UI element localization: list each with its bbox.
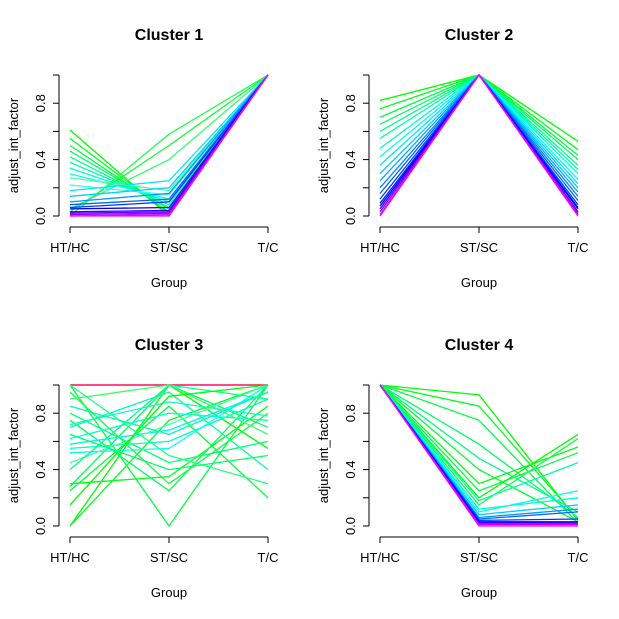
cluster-4-series-line-1: [379, 384, 579, 521]
cluster-1-y-tick-label: 0.8: [33, 94, 48, 112]
cluster-4-x-tick-label: T/C: [568, 550, 589, 565]
cluster-1-x-axis-label: Group: [151, 275, 187, 290]
cluster-1-series-line-7: [69, 74, 269, 203]
cluster-3-x-tick-label: ST/SC: [150, 550, 188, 565]
cluster-3-series-line-16: [69, 384, 269, 485]
cluster-3-series-line-24: [69, 391, 269, 436]
cluster-4-x-axis-label: Group: [461, 585, 497, 600]
cluster-1-series-line-16: [69, 74, 269, 203]
cluster-3-series-line-9: [69, 384, 269, 492]
cluster-3-series-line-22: [69, 384, 269, 506]
cluster-1-series-line-19: [69, 74, 269, 210]
cluster-4-series-line-10: [379, 384, 579, 506]
cluster-2-panel: Cluster 2 HT/HC ST/SC T/C Group 0.0 0.4 0.8 adju…: [316, 27, 588, 290]
cluster-4-series-line-2: [379, 384, 579, 520]
cluster-2-series-line-20: [379, 73, 579, 217]
cluster-2-x-tick-label: ST/SC: [460, 240, 498, 255]
cluster-1-series-line-17: [69, 74, 269, 206]
cluster-3-x-axis-label: Group: [151, 585, 187, 600]
cluster-4-y-tick-label: 0.8: [343, 404, 358, 422]
cluster-1-y-tick-label: 0.4: [33, 151, 48, 169]
cluster-3-series-line-23: [69, 433, 269, 471]
cluster-1-y-axis-label: adjust_int_factor: [6, 97, 21, 193]
cluster-1-series-line-11: [69, 74, 269, 210]
cluster-2-x-tick-label: T/C: [568, 240, 589, 255]
cluster-4-series-line-5: [379, 384, 579, 513]
cluster-3-y-tick-label: 0.4: [33, 461, 48, 479]
cluster-4-x-tick-label: ST/SC: [460, 550, 498, 565]
cluster-2-y-tick-label: 0.8: [343, 94, 358, 112]
cluster-3-series-line-8: [69, 405, 269, 485]
cluster-4-series-line-8: [379, 384, 579, 492]
cluster-3-y-tick-label: 0.8: [33, 404, 48, 422]
cluster-4-series-line-3: [379, 384, 579, 524]
cluster-4-series-line-21: [379, 384, 578, 527]
cluster-4-title: Cluster 4: [445, 337, 514, 354]
cluster-1-y-tick-label: 0.0: [33, 207, 48, 225]
cluster-2-y-tick-label: 0.0: [343, 207, 358, 225]
cluster-1-series-line-18: [69, 74, 269, 209]
cluster-1-series-line-14: [69, 74, 269, 192]
cluster-1-x-tick-label: HT/HC: [50, 240, 90, 255]
cluster-4-x-tick-label: HT/HC: [360, 550, 400, 565]
cluster-2-title: Cluster 2: [445, 27, 514, 44]
cluster-4-series-line-16: [379, 384, 579, 520]
cluster-1-series-line-4: [69, 74, 269, 210]
cluster-2-x-tick-label: HT/HC: [360, 240, 400, 255]
cluster-3-series-line-21: [69, 401, 269, 426]
cluster-3-series-line-7: [69, 405, 269, 499]
cluster-2-series-line-6: [379, 74, 579, 170]
cluster-3-x-tick-label: T/C: [258, 550, 279, 565]
cluster-3-title: Cluster 3: [135, 337, 204, 354]
cluster-1-series-line-10: [69, 74, 269, 213]
cluster-4-series-line-9: [379, 384, 579, 499]
cluster-3-x-tick-label: HT/HC: [50, 550, 90, 565]
cluster-2-x-axis-label: Group: [461, 275, 497, 290]
cluster-1-series-line-24: [70, 74, 269, 217]
cluster-4-y-axis-label: adjust_int_factor: [316, 407, 331, 503]
cluster-4-y-tick-label: 0.0: [343, 517, 358, 535]
cluster-3-y-axis-label: adjust_int_factor: [6, 407, 21, 503]
cluster-2-series-line-14: [379, 73, 579, 206]
cluster-3-series-line-6: [69, 384, 269, 487]
cluster-1-x-tick-label: ST/SC: [150, 240, 188, 255]
cluster-2-y-axis-label: adjust_int_factor: [316, 97, 331, 193]
cluster-3-series-line-5: [69, 384, 269, 528]
cluster-1-panel: Cluster 1 HT/HC ST/SC T/C Group 0.0 0.4 0.8 adju…: [6, 27, 278, 290]
cluster-4-series-line-11: [379, 384, 579, 502]
cluster-4-series-line-6: [379, 384, 579, 523]
cluster-3-series-line-19: [69, 384, 269, 464]
cluster-1-title: Cluster 1: [135, 27, 204, 44]
cluster-2-y-tick-label: 0.4: [343, 151, 358, 169]
cluster-2-series-line-4: [379, 74, 579, 161]
cluster-4-series-line-7: [379, 384, 579, 485]
cluster-4-panel: Cluster 4 HT/HC ST/SC T/C Group 0.0 0.4 0.8 adju…: [316, 337, 588, 600]
cluster-3-panel: Cluster 3 HT/HC ST/SC T/C Group 0.0 0.4 0.8 adju…: [6, 337, 278, 600]
cluster-4-y-tick-label: 0.4: [343, 461, 358, 479]
cluster-3-series-line-15: [69, 391, 269, 445]
cluster-3-series-line-4: [69, 384, 269, 527]
cluster-3-series-line-17: [69, 391, 269, 485]
cluster-3-y-tick-label: 0.0: [33, 517, 48, 535]
cluster-1-series-line-15: [69, 74, 269, 197]
cluster-1-series-line-6: [69, 74, 269, 206]
cluster-3-series-line-20: [69, 384, 269, 471]
cluster-1-x-tick-label: T/C: [258, 240, 279, 255]
cluster-4-series-line-4: [379, 384, 579, 519]
